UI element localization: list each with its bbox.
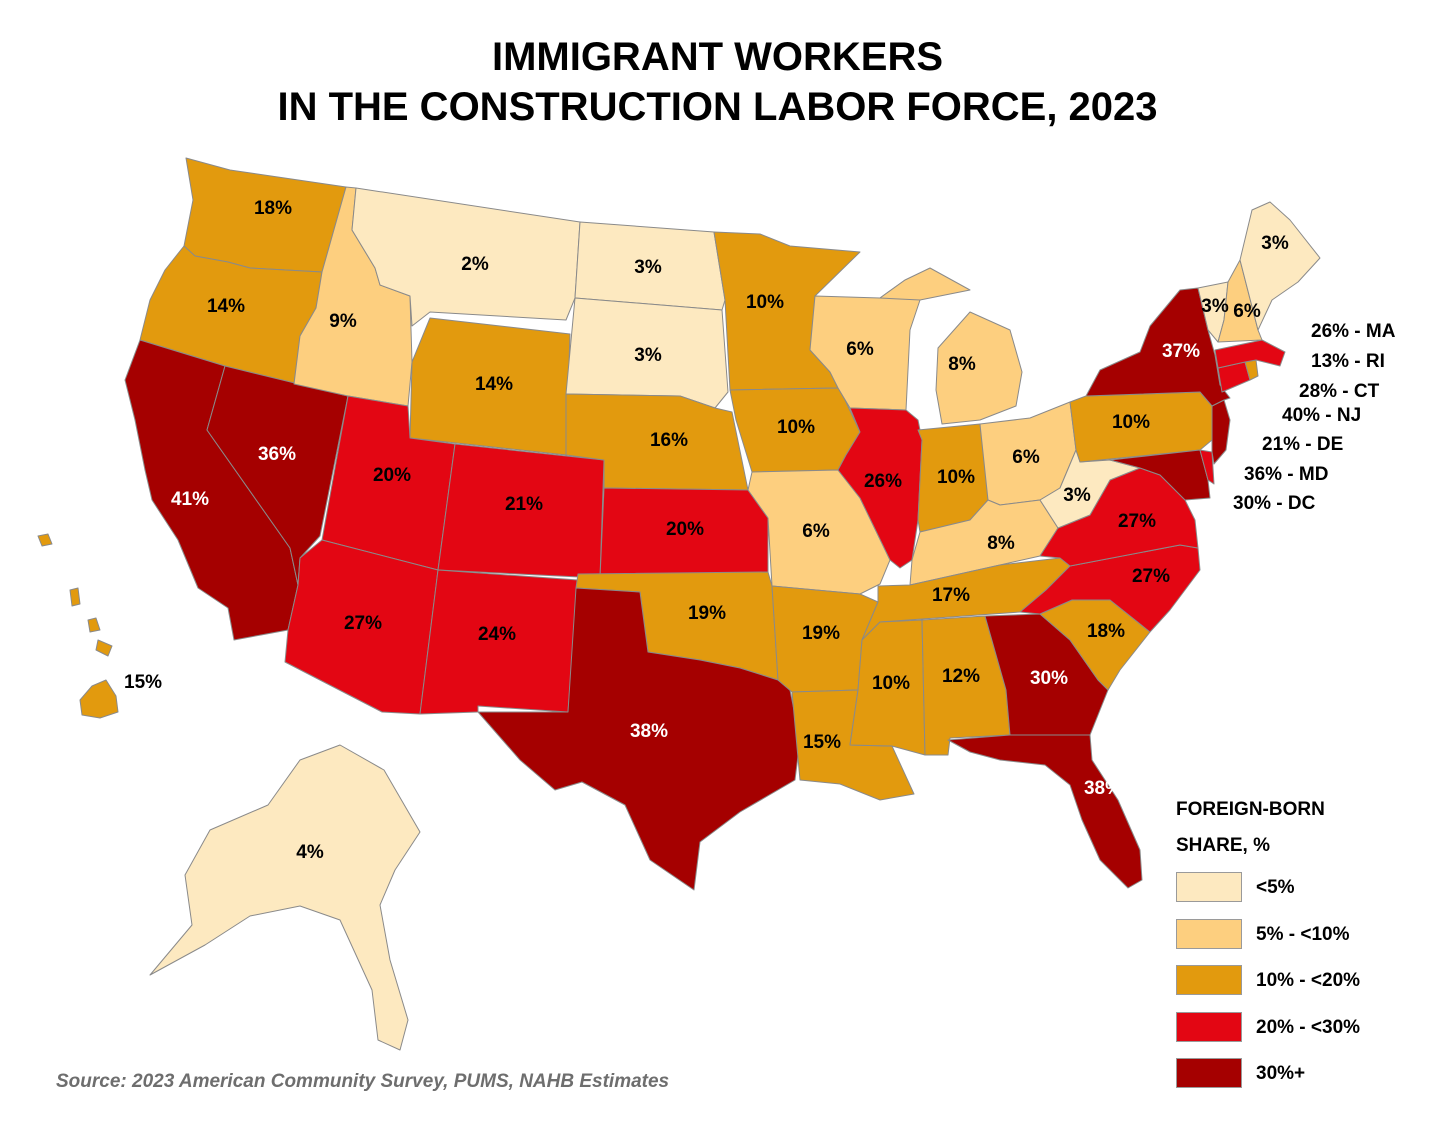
legend-label: 20% - <30% (1256, 1017, 1361, 1038)
state-label-ky: 8% (987, 533, 1015, 554)
legend-item-5-10: 5% - <10% (1176, 919, 1416, 949)
state-shape-nd (574, 221, 726, 311)
state-shape-de (1199, 449, 1215, 485)
state-label-pa: 10% (1112, 412, 1150, 433)
state-shapes (37, 157, 1321, 1051)
state-label-nh: 6% (1233, 301, 1261, 322)
legend-label: <5% (1256, 877, 1295, 898)
legend-item-20-30: 20% - <30% (1176, 1012, 1416, 1042)
state-shape-mi (879, 267, 1023, 425)
state-label-ma: 26% - MA (1311, 321, 1396, 342)
state-label-ak: 4% (296, 842, 324, 863)
state-shape-ks (599, 487, 769, 579)
state-label-ca: 41% (171, 489, 209, 510)
legend-swatch (1176, 1012, 1242, 1042)
state-label-al: 12% (942, 666, 980, 687)
state-label-wi: 6% (846, 339, 874, 360)
source-note: Source: 2023 American Community Survey, … (56, 1071, 670, 1092)
state-label-nj: 40% - NJ (1282, 405, 1361, 426)
legend-title-line-2: SHARE, % (1176, 835, 1270, 856)
state-label-mt: 2% (461, 254, 489, 275)
legend-swatch (1176, 1058, 1242, 1088)
state-label-hi: 15% (124, 672, 162, 693)
state-label-wy: 14% (475, 374, 513, 395)
state-label-ny: 37% (1162, 341, 1200, 362)
state-label-ok: 19% (688, 603, 726, 624)
state-label-ar: 19% (802, 623, 840, 644)
state-label-ut: 20% (373, 465, 411, 486)
state-shape-ak (149, 744, 421, 1051)
legend-label: 5% - <10% (1256, 924, 1350, 945)
legend-item-10-20: 10% - <20% (1176, 965, 1416, 995)
state-label-sc: 18% (1087, 621, 1125, 642)
state-label-or: 14% (207, 296, 245, 317)
state-label-vt: 3% (1201, 296, 1229, 317)
state-labels: 18% 14% 41% 36% 9% 2% 14% 20% 27% 21% 24% 3% 3% 16% 20… (124, 198, 1396, 863)
legend-swatch (1176, 965, 1242, 995)
state-label-ks: 20% (666, 519, 704, 540)
state-label-va: 27% (1118, 511, 1156, 532)
legend-item-30plus: 30%+ (1176, 1058, 1416, 1088)
state-shape-hi (37, 533, 119, 719)
state-label-mn: 10% (746, 292, 784, 313)
state-label-ga: 30% (1030, 668, 1068, 689)
state-shape-nc (1019, 544, 1201, 633)
state-shape-ny (1085, 287, 1231, 407)
state-shape-me (1239, 201, 1321, 331)
legend-swatch (1176, 919, 1242, 949)
state-label-ct: 28% - CT (1299, 381, 1380, 402)
state-label-wa: 18% (254, 198, 292, 219)
state-shape-nj (1211, 399, 1231, 465)
state-label-mi: 8% (948, 354, 976, 375)
state-shape-fl (947, 734, 1143, 889)
state-label-nv: 36% (258, 444, 296, 465)
state-label-in: 10% (937, 467, 975, 488)
state-label-wv: 3% (1063, 485, 1091, 506)
state-label-ri: 13% - RI (1311, 351, 1385, 372)
state-label-id: 9% (329, 311, 357, 332)
title-line-2: IN THE CONSTRUCTION LABOR FORCE, 2023 (277, 85, 1158, 129)
state-label-nc: 27% (1132, 566, 1170, 587)
state-shape-il (837, 407, 923, 569)
state-label-co: 21% (505, 494, 543, 515)
state-label-oh: 6% (1012, 447, 1040, 468)
state-label-il: 26% (864, 471, 902, 492)
title-line-1: IMMIGRANT WORKERS (491, 35, 944, 79)
legend-label: 30%+ (1256, 1063, 1306, 1084)
legend-item-lt5: <5% (1176, 872, 1416, 902)
state-label-tx: 38% (630, 721, 668, 742)
state-label-nm: 24% (478, 624, 516, 645)
state-label-tn: 17% (932, 585, 970, 606)
state-label-la: 15% (803, 732, 841, 753)
state-shape-ms (849, 619, 926, 756)
state-shape-ma (1214, 339, 1286, 369)
legend-title-line-1: FOREIGN-BORN (1176, 799, 1325, 820)
state-label-az: 27% (344, 613, 382, 634)
state-label-me: 3% (1261, 233, 1289, 254)
state-label-md: 36% - MD (1244, 464, 1328, 485)
state-label-ia: 10% (777, 417, 815, 438)
state-label-de: 21% - DE (1262, 434, 1343, 455)
state-label-ms: 10% (872, 673, 910, 694)
state-label-fl: 38% (1084, 778, 1122, 799)
state-shape-wy (409, 317, 571, 456)
state-label-nd: 3% (634, 257, 662, 278)
map-title: IMMIGRANT WORKERS IN THE CONSTRUCTION LA… (0, 32, 1435, 132)
legend-label: 10% - <20% (1256, 970, 1361, 991)
state-label-sd: 3% (634, 345, 662, 366)
legend-swatch (1176, 872, 1242, 902)
state-label-ne: 16% (650, 430, 688, 451)
state-label-mo: 6% (802, 521, 830, 542)
state-shape-tx (477, 587, 801, 891)
state-label-dc: 30% - DC (1233, 493, 1316, 514)
